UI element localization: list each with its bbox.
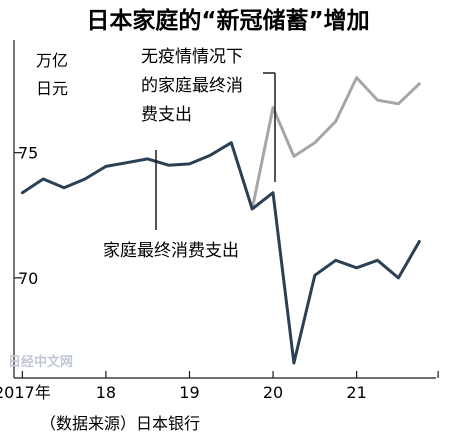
y-tick-label-75: 75 (18, 144, 38, 163)
y-unit-line-1: 万亿 (36, 51, 68, 70)
chart-title: 日本家庭的“新冠储蓄”增加 (86, 7, 369, 34)
annotation-counterfactual-line-1: 无疫情情况下 (141, 47, 243, 67)
plot-area: 70 75 2017年 18 19 20 21 (0, 40, 439, 402)
annotation-actual: 家庭最终消费支出 (103, 150, 239, 261)
x-tick-label-4: 21 (346, 383, 366, 402)
annotation-counterfactual-line-2: 的家庭最终消 (141, 76, 243, 96)
x-tick-label-1: 18 (96, 383, 116, 402)
series-line-counterfactual (250, 76, 421, 211)
watermark: 日经中文网 (8, 354, 73, 370)
x-tick-label-2: 19 (179, 383, 199, 402)
annotation-actual-label: 家庭最终消费支出 (103, 241, 239, 261)
x-tick-label-0: 2017年 (0, 383, 51, 402)
series-line-actual (20, 141, 421, 365)
annotation-counterfactual: 无疫情情况下 的家庭最终消 费支出 (141, 47, 276, 182)
y-unit-line-2: 日元 (36, 79, 68, 98)
x-tick-label-3: 20 (263, 383, 283, 402)
y-tick-label-70: 70 (18, 269, 38, 288)
annotation-counterfactual-line-3: 费支出 (141, 105, 192, 125)
source-note: （数据来源）日本银行 (40, 414, 200, 433)
